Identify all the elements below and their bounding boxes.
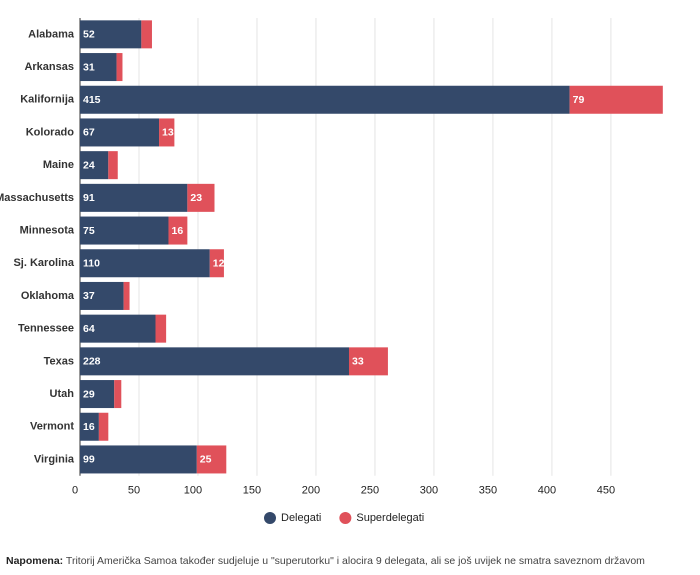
bar-segment bbox=[80, 314, 156, 343]
data-label: 23 bbox=[190, 192, 202, 204]
x-tick-label: 100 bbox=[184, 485, 202, 497]
y-tick-label: Virginia bbox=[34, 453, 75, 465]
bar-segment bbox=[141, 20, 152, 49]
data-label: 25 bbox=[200, 454, 212, 466]
x-tick-label: 250 bbox=[361, 485, 379, 497]
note-label: Napomena: bbox=[6, 555, 63, 567]
note: Napomena: Tritorij Američka Samoa takođe… bbox=[6, 555, 645, 567]
data-label: 33 bbox=[352, 356, 364, 368]
y-tick-label: Minnesota bbox=[20, 224, 75, 236]
data-label: 75 bbox=[83, 225, 95, 237]
x-tick-label: 450 bbox=[597, 485, 615, 497]
data-label: 12 bbox=[213, 258, 225, 270]
bar-segment bbox=[80, 183, 188, 212]
legend-marker bbox=[264, 512, 276, 524]
bar-segment bbox=[98, 412, 109, 441]
y-tick-label: Tennessee bbox=[18, 323, 74, 335]
legend-label: Superdelegati bbox=[356, 512, 424, 524]
data-label: 110 bbox=[83, 258, 100, 270]
bar-segment bbox=[569, 85, 663, 114]
data-label: 415 bbox=[83, 94, 101, 106]
data-label: 79 bbox=[573, 94, 585, 106]
bar-segment bbox=[80, 151, 109, 180]
bar-segment bbox=[123, 281, 130, 310]
data-label: 13 bbox=[162, 127, 174, 139]
bar-segment bbox=[116, 53, 123, 82]
data-label: 99 bbox=[83, 454, 95, 466]
x-tick-label: 400 bbox=[538, 485, 556, 497]
y-tick-label: Oklahoma bbox=[21, 290, 75, 302]
data-label: 37 bbox=[83, 290, 95, 302]
y-tick-label: Sj. Karolina bbox=[13, 257, 74, 269]
x-tick-label: 300 bbox=[420, 485, 438, 497]
y-tick-label: Arkansas bbox=[24, 61, 74, 73]
data-label: 64 bbox=[83, 323, 95, 335]
bar-segment bbox=[80, 380, 115, 409]
x-tick-label: 150 bbox=[243, 485, 261, 497]
bar-segment bbox=[196, 445, 227, 474]
bar-segment bbox=[114, 380, 122, 409]
data-label: 16 bbox=[83, 421, 95, 433]
bar-segment bbox=[108, 151, 118, 180]
legend-label: Delegati bbox=[281, 512, 321, 524]
x-tick-label: 0 bbox=[72, 485, 78, 497]
data-label: 67 bbox=[83, 127, 95, 139]
y-tick-label: Kalifornija bbox=[20, 94, 75, 106]
data-label: 228 bbox=[83, 356, 101, 368]
y-tick-label: Massachusetts bbox=[0, 192, 74, 204]
y-tick-label: Alabama bbox=[28, 28, 75, 40]
x-tick-label: 50 bbox=[128, 485, 140, 497]
bar-segment bbox=[80, 281, 124, 310]
bar-segment bbox=[209, 249, 224, 278]
y-tick-label: Texas bbox=[44, 355, 74, 367]
bar-segment bbox=[348, 347, 388, 376]
bar-segment bbox=[187, 183, 215, 212]
y-tick-label: Kolorado bbox=[26, 126, 75, 138]
bar-segment bbox=[80, 412, 99, 441]
data-label: 24 bbox=[83, 159, 95, 171]
bar-segment bbox=[80, 20, 142, 49]
bar-segment bbox=[155, 314, 167, 343]
x-tick-label: 200 bbox=[302, 485, 320, 497]
y-tick-label: Maine bbox=[43, 159, 74, 171]
bar-segment bbox=[159, 118, 175, 147]
bar-segment bbox=[80, 347, 349, 376]
bar-segment bbox=[80, 249, 210, 278]
bar-segment bbox=[80, 85, 570, 114]
y-tick-label: Vermont bbox=[30, 421, 74, 433]
data-label: 91 bbox=[83, 192, 95, 204]
x-tick-label: 350 bbox=[479, 485, 497, 497]
bar-segment bbox=[80, 53, 117, 82]
legend-marker bbox=[339, 512, 352, 524]
data-label: 29 bbox=[83, 388, 95, 400]
bar-segment bbox=[168, 216, 188, 245]
bar-segment bbox=[80, 445, 197, 474]
data-label: 31 bbox=[83, 61, 95, 73]
data-label: 52 bbox=[83, 29, 95, 41]
bar-segment bbox=[80, 216, 169, 245]
y-tick-label: Utah bbox=[50, 388, 75, 400]
data-label: 16 bbox=[171, 225, 183, 237]
note-text: Tritorij Američka Samoa također sudjeluj… bbox=[66, 555, 645, 567]
bar-segment bbox=[80, 118, 160, 147]
